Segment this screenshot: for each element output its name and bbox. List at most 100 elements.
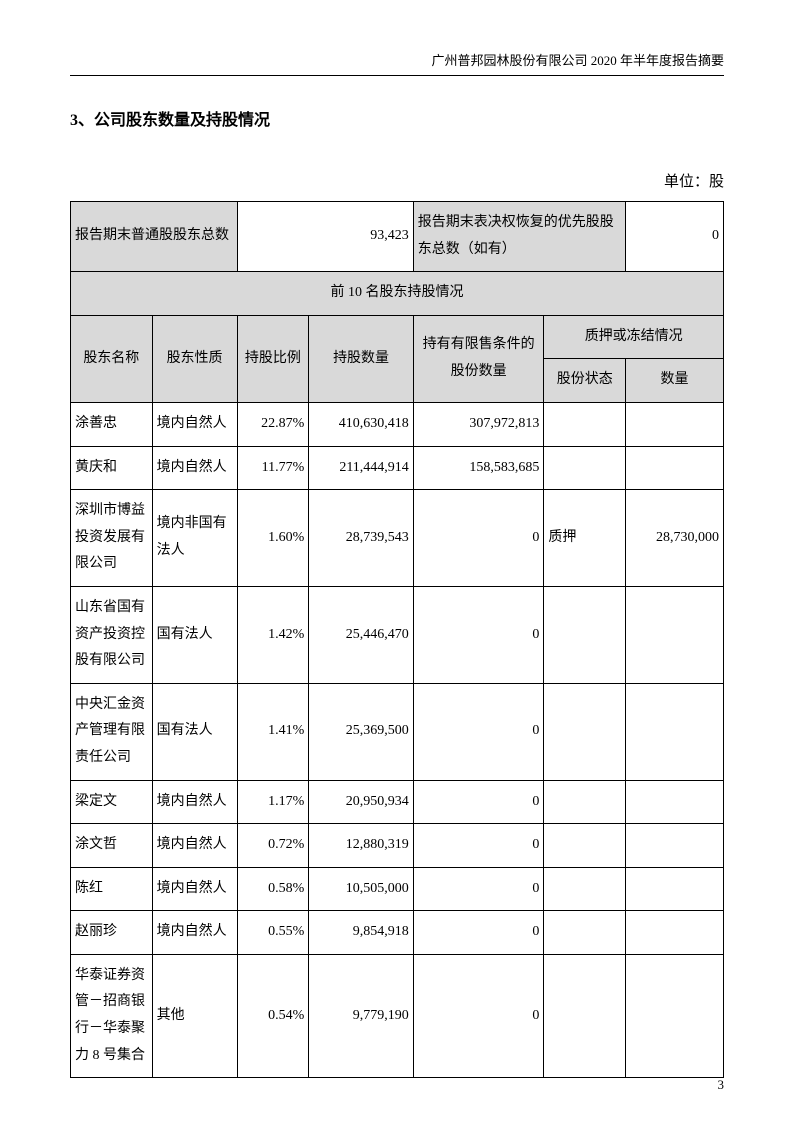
cell-ratio: 0.54% bbox=[237, 954, 309, 1077]
cell-pledge-qty bbox=[626, 402, 724, 446]
top10-title: 前 10 名股东持股情况 bbox=[71, 272, 724, 316]
cell-pledge-status bbox=[544, 586, 626, 683]
cell-ratio: 1.17% bbox=[237, 780, 309, 824]
cell-pledge-status bbox=[544, 824, 626, 868]
cell-ratio: 0.58% bbox=[237, 867, 309, 911]
col-restricted: 持有有限售条件的股份数量 bbox=[413, 315, 544, 402]
cell-pledge-status: 质押 bbox=[544, 490, 626, 587]
cell-nature: 境内自然人 bbox=[152, 780, 237, 824]
cell-restricted: 0 bbox=[413, 954, 544, 1077]
page-number: 3 bbox=[718, 1077, 725, 1093]
table-row: 中央汇金资产管理有限责任公司国有法人1.41%25,369,5000 bbox=[71, 683, 724, 780]
col-ratio: 持股比例 bbox=[237, 315, 309, 402]
total-common-label: 报告期末普通股股东总数 bbox=[71, 202, 238, 272]
table-row: 深圳市博益投资发展有限公司境内非国有法人1.60%28,739,5430质押28… bbox=[71, 490, 724, 587]
table-row: 华泰证券资管－招商银行－华泰聚力 8 号集合其他0.54%9,779,1900 bbox=[71, 954, 724, 1077]
cell-restricted: 0 bbox=[413, 867, 544, 911]
cell-name: 赵丽珍 bbox=[71, 911, 153, 955]
cell-restricted: 0 bbox=[413, 780, 544, 824]
cell-nature: 其他 bbox=[152, 954, 237, 1077]
cell-name: 山东省国有资产投资控股有限公司 bbox=[71, 586, 153, 683]
col-nature: 股东性质 bbox=[152, 315, 237, 402]
cell-pledge-status bbox=[544, 683, 626, 780]
cell-pledge-qty bbox=[626, 867, 724, 911]
cell-nature: 国有法人 bbox=[152, 586, 237, 683]
cell-name: 中央汇金资产管理有限责任公司 bbox=[71, 683, 153, 780]
cell-restricted: 0 bbox=[413, 586, 544, 683]
cell-nature: 境内自然人 bbox=[152, 867, 237, 911]
col-pledge-header: 质押或冻结情况 bbox=[544, 315, 724, 359]
shareholder-table: 报告期末普通股股东总数 93,423 报告期末表决权恢复的优先股股东总数（如有）… bbox=[70, 201, 724, 1078]
cell-restricted: 0 bbox=[413, 824, 544, 868]
cell-pledge-qty bbox=[626, 911, 724, 955]
cell-qty: 211,444,914 bbox=[309, 446, 413, 490]
cell-pledge-qty bbox=[626, 954, 724, 1077]
cell-ratio: 11.77% bbox=[237, 446, 309, 490]
unit-label: 单位：股 bbox=[70, 170, 724, 191]
cell-pledge-qty bbox=[626, 824, 724, 868]
cell-ratio: 1.60% bbox=[237, 490, 309, 587]
cell-qty: 25,446,470 bbox=[309, 586, 413, 683]
cell-ratio: 22.87% bbox=[237, 402, 309, 446]
total-pref-label: 报告期末表决权恢复的优先股股东总数（如有） bbox=[413, 202, 625, 272]
table-row: 山东省国有资产投资控股有限公司国有法人1.42%25,446,4700 bbox=[71, 586, 724, 683]
table-row: 涂文哲境内自然人0.72%12,880,3190 bbox=[71, 824, 724, 868]
cell-pledge-qty: 28,730,000 bbox=[626, 490, 724, 587]
col-pledge-status: 股份状态 bbox=[544, 359, 626, 403]
col-qty: 持股数量 bbox=[309, 315, 413, 402]
cell-pledge-qty bbox=[626, 780, 724, 824]
cell-nature: 境内自然人 bbox=[152, 911, 237, 955]
cell-name: 黄庆和 bbox=[71, 446, 153, 490]
col-pledge-qty: 数量 bbox=[626, 359, 724, 403]
cell-pledge-status bbox=[544, 911, 626, 955]
cell-nature: 境内自然人 bbox=[152, 446, 237, 490]
page-header: 广州普邦园林股份有限公司 2020 年半年度报告摘要 bbox=[70, 50, 724, 76]
cell-ratio: 1.41% bbox=[237, 683, 309, 780]
table-row: 黄庆和境内自然人11.77%211,444,914158,583,685 bbox=[71, 446, 724, 490]
table-row: 赵丽珍境内自然人0.55%9,854,9180 bbox=[71, 911, 724, 955]
cell-name: 梁定文 bbox=[71, 780, 153, 824]
table-row: 梁定文境内自然人1.17%20,950,9340 bbox=[71, 780, 724, 824]
cell-ratio: 0.72% bbox=[237, 824, 309, 868]
cell-qty: 12,880,319 bbox=[309, 824, 413, 868]
cell-nature: 境内自然人 bbox=[152, 402, 237, 446]
cell-nature: 境内非国有法人 bbox=[152, 490, 237, 587]
table-row: 陈红境内自然人0.58%10,505,0000 bbox=[71, 867, 724, 911]
cell-ratio: 1.42% bbox=[237, 586, 309, 683]
column-header-row-1: 股东名称 股东性质 持股比例 持股数量 持有有限售条件的股份数量 质押或冻结情况 bbox=[71, 315, 724, 359]
cell-name: 涂善忠 bbox=[71, 402, 153, 446]
cell-pledge-qty bbox=[626, 446, 724, 490]
cell-restricted: 0 bbox=[413, 911, 544, 955]
cell-restricted: 0 bbox=[413, 683, 544, 780]
top10-title-row: 前 10 名股东持股情况 bbox=[71, 272, 724, 316]
cell-name: 深圳市博益投资发展有限公司 bbox=[71, 490, 153, 587]
cell-pledge-qty bbox=[626, 683, 724, 780]
col-name: 股东名称 bbox=[71, 315, 153, 402]
cell-pledge-qty bbox=[626, 586, 724, 683]
cell-restricted: 158,583,685 bbox=[413, 446, 544, 490]
cell-pledge-status bbox=[544, 954, 626, 1077]
cell-name: 涂文哲 bbox=[71, 824, 153, 868]
cell-qty: 410,630,418 bbox=[309, 402, 413, 446]
cell-ratio: 0.55% bbox=[237, 911, 309, 955]
cell-nature: 国有法人 bbox=[152, 683, 237, 780]
cell-pledge-status bbox=[544, 402, 626, 446]
cell-qty: 10,505,000 bbox=[309, 867, 413, 911]
summary-row: 报告期末普通股股东总数 93,423 报告期末表决权恢复的优先股股东总数（如有）… bbox=[71, 202, 724, 272]
table-row: 涂善忠境内自然人22.87%410,630,418307,972,813 bbox=[71, 402, 724, 446]
cell-pledge-status bbox=[544, 780, 626, 824]
cell-qty: 9,854,918 bbox=[309, 911, 413, 955]
cell-qty: 25,369,500 bbox=[309, 683, 413, 780]
cell-qty: 9,779,190 bbox=[309, 954, 413, 1077]
cell-name: 华泰证券资管－招商银行－华泰聚力 8 号集合 bbox=[71, 954, 153, 1077]
total-pref-value: 0 bbox=[626, 202, 724, 272]
cell-restricted: 307,972,813 bbox=[413, 402, 544, 446]
cell-nature: 境内自然人 bbox=[152, 824, 237, 868]
cell-name: 陈红 bbox=[71, 867, 153, 911]
cell-qty: 20,950,934 bbox=[309, 780, 413, 824]
total-common-value: 93,423 bbox=[237, 202, 413, 272]
cell-pledge-status bbox=[544, 446, 626, 490]
section-title: 3、公司股东数量及持股情况 bbox=[70, 106, 724, 130]
cell-restricted: 0 bbox=[413, 490, 544, 587]
cell-qty: 28,739,543 bbox=[309, 490, 413, 587]
